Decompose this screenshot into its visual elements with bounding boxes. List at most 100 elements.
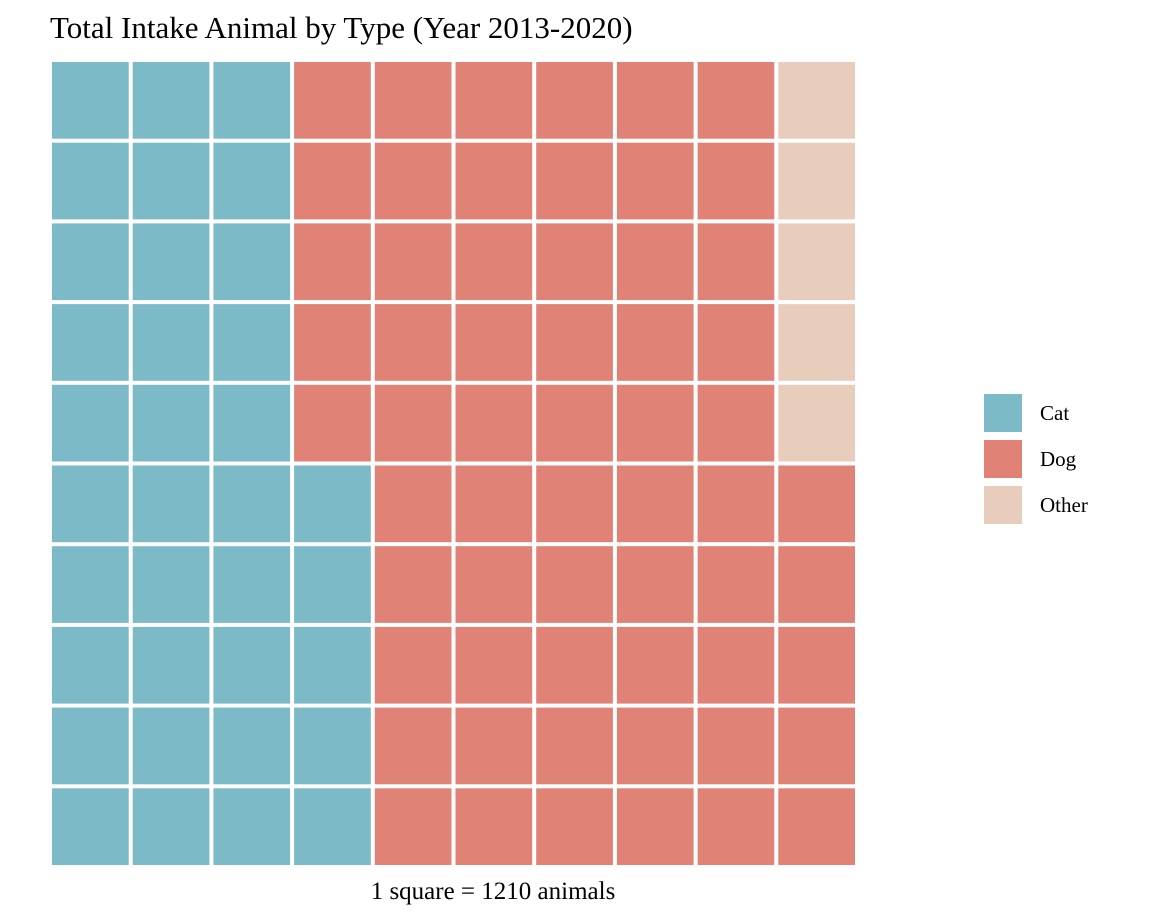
waffle-square-dog <box>778 546 855 623</box>
waffle-square-dog <box>455 304 533 381</box>
waffle-square-cat <box>52 142 129 220</box>
waffle-square-dog <box>294 142 371 220</box>
waffle-square-cat <box>52 788 129 865</box>
waffle-square-cat <box>132 304 210 381</box>
legend-label-other: Other <box>1040 493 1088 517</box>
waffle-square-cat <box>132 546 210 623</box>
waffle-square-cat <box>132 465 210 543</box>
waffle-square-dog <box>697 142 775 220</box>
waffle-square-other <box>778 304 855 381</box>
waffle-square-cat <box>213 142 291 220</box>
waffle-square-cat <box>213 465 291 543</box>
waffle-square-dog <box>697 707 775 785</box>
waffle-square-dog <box>697 465 775 543</box>
waffle-square-cat <box>132 626 210 704</box>
waffle-square-dog <box>616 546 694 623</box>
waffle-square-cat <box>294 788 371 865</box>
waffle-square-dog <box>697 788 775 865</box>
waffle-square-cat <box>213 384 291 462</box>
waffle-square-dog <box>778 707 855 785</box>
waffle-square-dog <box>536 62 613 139</box>
legend: Cat Dog Other <box>984 394 1088 524</box>
waffle-square-dog <box>697 384 775 462</box>
waffle-square-dog <box>536 465 613 543</box>
waffle-square-cat <box>132 142 210 220</box>
waffle-square-dog <box>616 707 694 785</box>
waffle-square-dog <box>455 626 533 704</box>
waffle-square-dog <box>536 546 613 623</box>
waffle-square-cat <box>132 788 210 865</box>
waffle-square-cat <box>213 546 291 623</box>
waffle-square-dog <box>374 707 452 785</box>
legend-label-cat: Cat <box>1040 401 1069 425</box>
waffle-square-dog <box>536 626 613 704</box>
waffle-squares <box>52 62 855 865</box>
waffle-square-dog <box>697 304 775 381</box>
waffle-square-cat <box>132 62 210 139</box>
waffle-square-dog <box>616 626 694 704</box>
waffle-square-dog <box>616 384 694 462</box>
waffle-square-cat <box>52 62 129 139</box>
waffle-square-dog <box>455 546 533 623</box>
waffle-square-dog <box>374 304 452 381</box>
waffle-square-cat <box>52 223 129 301</box>
legend-label-dog: Dog <box>1040 447 1077 471</box>
waffle-square-other <box>778 142 855 220</box>
waffle-square-cat <box>52 384 129 462</box>
waffle-square-dog <box>616 223 694 301</box>
waffle-square-cat <box>52 546 129 623</box>
waffle-square-dog <box>616 304 694 381</box>
waffle-square-cat <box>294 465 371 543</box>
waffle-square-dog <box>697 223 775 301</box>
waffle-square-cat <box>132 384 210 462</box>
waffle-square-cat <box>52 304 129 381</box>
waffle-square-dog <box>455 142 533 220</box>
waffle-square-cat <box>213 707 291 785</box>
waffle-square-dog <box>455 62 533 139</box>
waffle-square-dog <box>294 384 371 462</box>
waffle-square-cat <box>52 465 129 543</box>
waffle-square-cat <box>213 304 291 381</box>
legend-key-other <box>984 486 1022 524</box>
waffle-square-cat <box>294 546 371 623</box>
waffle-square-other <box>778 384 855 462</box>
waffle-square-dog <box>374 465 452 543</box>
legend-key-dog <box>984 440 1022 478</box>
waffle-square-cat <box>132 707 210 785</box>
waffle-square-dog <box>536 788 613 865</box>
waffle-square-dog <box>374 546 452 623</box>
waffle-square-dog <box>536 707 613 785</box>
waffle-square-dog <box>697 62 775 139</box>
waffle-square-dog <box>616 465 694 543</box>
waffle-square-cat <box>213 788 291 865</box>
waffle-square-dog <box>536 142 613 220</box>
chart-title: Total Intake Animal by Type (Year 2013-2… <box>50 10 633 45</box>
waffle-square-dog <box>455 465 533 543</box>
waffle-square-dog <box>374 223 452 301</box>
waffle-square-dog <box>374 626 452 704</box>
waffle-square-dog <box>455 788 533 865</box>
waffle-square-dog <box>616 142 694 220</box>
waffle-square-cat <box>213 62 291 139</box>
waffle-square-other <box>778 62 855 139</box>
chart-caption: 1 square = 1210 animals <box>371 878 616 905</box>
waffle-square-dog <box>778 465 855 543</box>
waffle-square-dog <box>697 626 775 704</box>
waffle-square-dog <box>455 223 533 301</box>
waffle-square-dog <box>697 546 775 623</box>
waffle-square-dog <box>778 788 855 865</box>
waffle-square-dog <box>294 304 371 381</box>
waffle-square-cat <box>294 626 371 704</box>
waffle-square-dog <box>294 223 371 301</box>
waffle-square-dog <box>374 384 452 462</box>
waffle-square-cat <box>213 626 291 704</box>
waffle-square-cat <box>52 626 129 704</box>
waffle-square-dog <box>536 223 613 301</box>
waffle-square-cat <box>52 707 129 785</box>
waffle-square-cat <box>294 707 371 785</box>
waffle-square-dog <box>374 142 452 220</box>
waffle-square-dog <box>536 304 613 381</box>
waffle-square-dog <box>374 62 452 139</box>
waffle-square-dog <box>778 626 855 704</box>
